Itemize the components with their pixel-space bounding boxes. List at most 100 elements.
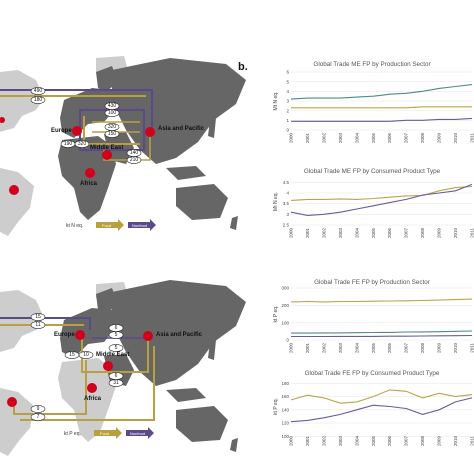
x-tick-label: 2004 — [354, 133, 359, 144]
land-southeast-asia — [166, 388, 206, 402]
region-label-asia-pacific: Asia and Pacific — [158, 126, 205, 132]
svg-text:10: 10 — [83, 352, 89, 358]
x-tick-label: 2000 — [289, 133, 294, 144]
region-label-africa: Africa — [84, 396, 102, 402]
x-tick-label: 2009 — [437, 436, 442, 447]
x-tick-label: 2011 — [470, 228, 474, 238]
y-tick-label: 0 — [286, 338, 289, 343]
legend-food: Food — [102, 223, 111, 228]
legend: kt P eq. Food Nonfood — [64, 427, 154, 439]
legend-food: Food — [100, 431, 109, 436]
y-tick-label: 0 — [286, 128, 289, 133]
land-japan — [208, 340, 216, 360]
land-europe — [60, 88, 118, 138]
x-tick-label: 2002 — [321, 228, 326, 239]
node-latin-america — [7, 397, 17, 407]
land-africa — [58, 136, 116, 220]
flow-label: 5 — [108, 331, 124, 339]
legend: kt N eq. Food Nonfood — [66, 219, 156, 231]
svg-text:6: 6 — [115, 325, 118, 331]
flow-europe-asia-loop — [79, 109, 145, 151]
flow-label: 100 — [104, 109, 120, 117]
svg-text:490: 490 — [34, 88, 43, 94]
flow-label: 190 — [60, 140, 76, 148]
flow-latam-asia — [20, 346, 155, 421]
x-tick-label: 2005 — [371, 436, 376, 447]
land-australia — [176, 184, 228, 220]
x-tick-label: 2004 — [354, 343, 359, 354]
x-tick-label: 2003 — [338, 228, 343, 239]
x-tick-label: 2009 — [437, 228, 442, 239]
line-chart: Global Trade FE FP by Production Sector 0… — [273, 279, 474, 353]
flow-label: 9 — [30, 405, 46, 413]
land-asia — [112, 58, 246, 164]
y-tick-label: 140 — [281, 407, 289, 412]
legend-unit: kt N eq. — [66, 223, 83, 229]
x-tick-label: 2007 — [404, 343, 409, 354]
node-europe — [75, 330, 85, 340]
y-axis-label: Mt N eq. — [273, 92, 279, 111]
x-tick-label: 2009 — [437, 133, 442, 144]
flow-label: 320 — [74, 140, 90, 148]
x-tick-label: 2010 — [453, 436, 458, 447]
node-africa — [85, 168, 95, 178]
flow-label: 15 — [30, 313, 46, 321]
region-label-asia-pacific: Asia and Pacific — [156, 332, 203, 338]
y-tick-label: 3 — [286, 99, 289, 104]
x-tick-label: 2008 — [420, 436, 425, 447]
x-tick-label: 2005 — [371, 343, 376, 354]
y-tick-label: 4.5 — [283, 180, 290, 185]
svg-text:320: 320 — [108, 124, 117, 130]
chart-title: Global Trade FE FP by Production Sector — [314, 279, 430, 286]
x-tick-label: 2002 — [321, 343, 326, 354]
land-australia — [176, 406, 228, 442]
x-tick-label: 2002 — [321, 436, 326, 447]
series-line — [290, 389, 473, 404]
x-tick-label: 2007 — [404, 133, 409, 144]
y-tick-label: 2 — [286, 108, 289, 113]
series-line — [290, 84, 473, 100]
flow-label: 210 — [126, 156, 142, 164]
series-line — [291, 330, 473, 334]
node-africa — [87, 383, 97, 393]
svg-text:31: 31 — [113, 380, 119, 386]
chart-title: Global Trade ME FP by Production Sector — [313, 61, 430, 68]
land-japan — [208, 118, 216, 138]
node-asia-pacific — [145, 127, 155, 137]
svg-text:100: 100 — [108, 110, 117, 116]
svg-text:180: 180 — [34, 97, 43, 103]
y-tick-label: 1 — [286, 118, 289, 123]
y-tick-label: 5 — [286, 79, 289, 84]
phosphorus-trade-map: 15 11 6 5 5 15 10 6 31 9 7 Europe Middle… — [0, 280, 246, 456]
flow-label: 180 — [30, 96, 46, 104]
node-europe — [72, 126, 82, 136]
line-chart: Global Trade FE FP by Consumed Product T… — [273, 370, 474, 446]
series-line — [290, 397, 473, 423]
x-tick-label: 2008 — [420, 228, 425, 239]
x-tick-label: 2003 — [338, 133, 343, 144]
flow-label: 7 — [30, 413, 46, 421]
flow-label: 11 — [30, 321, 46, 329]
charts: Global Trade ME FP by Production Sector 0… — [273, 61, 474, 446]
land-north-america — [0, 290, 44, 352]
chart-title: Global Trade FE FP by Consumed Product T… — [305, 370, 440, 377]
nitrogen-trade-map: 490 180 430 100 320 150 190 320 140 210 … — [0, 56, 246, 236]
region-label-middle-east: Middle East — [96, 352, 129, 358]
y-tick-label: 300 — [281, 286, 289, 291]
flow-label: 5 — [108, 344, 124, 352]
flow-label: 6 — [108, 324, 124, 332]
legend-nonfood: Nonfood — [130, 431, 145, 436]
x-tick-label: 2006 — [387, 133, 392, 144]
land-new-zealand — [230, 216, 238, 230]
x-tick-label: 2003 — [338, 343, 343, 354]
flow-americas-asia-nonfood — [0, 89, 153, 128]
region-label-africa: Africa — [80, 181, 98, 187]
line-chart: Global Trade ME FP by Consumed Product T… — [273, 168, 474, 238]
y-tick-label: 160 — [281, 394, 289, 399]
x-tick-label: 2011 — [470, 133, 474, 143]
flow-label: 490 — [30, 87, 46, 95]
x-tick-label: 2004 — [354, 436, 359, 447]
x-tick-label: 2010 — [453, 228, 458, 239]
series-line — [291, 334, 473, 338]
flow-label: 150 — [104, 130, 120, 138]
